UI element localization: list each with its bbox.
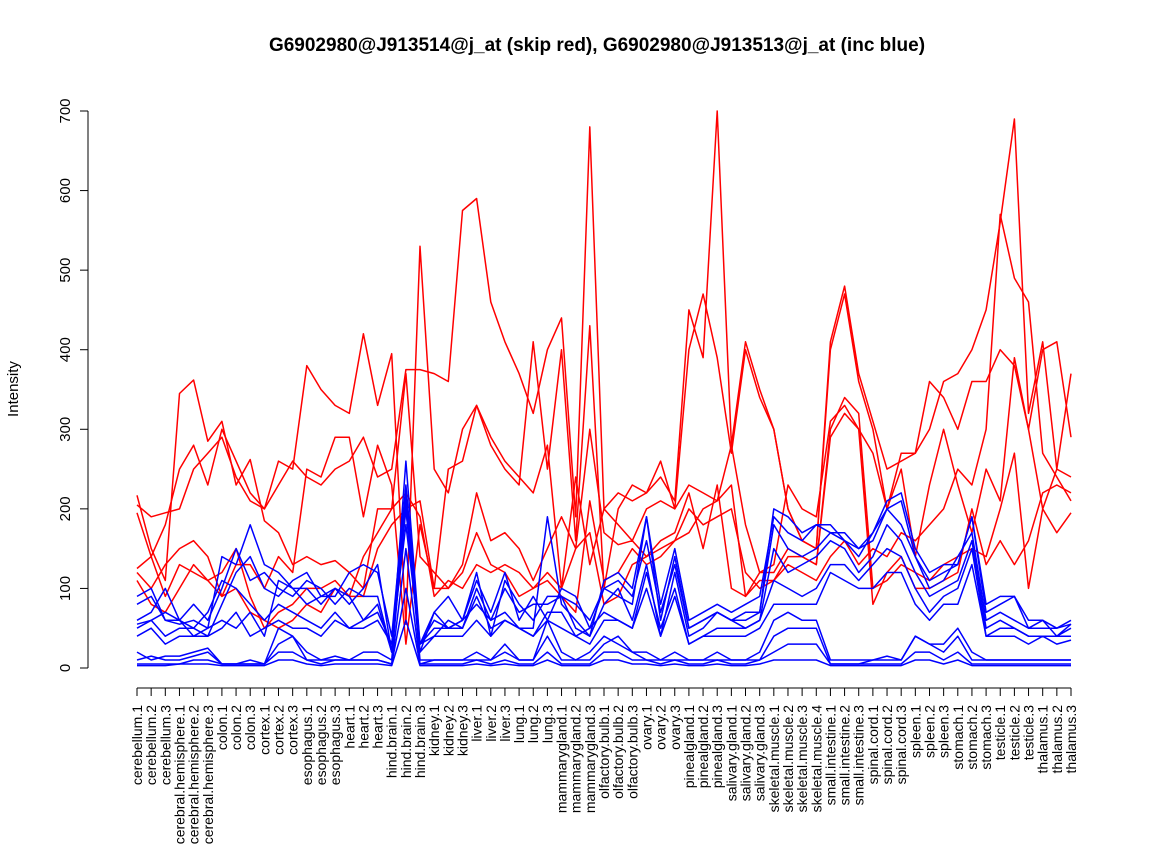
- x-tick-label: esophagus.1: [299, 705, 315, 785]
- x-tick-label: mammarygland.1: [554, 705, 570, 813]
- x-tick-label: spinal.cord.3: [893, 705, 909, 785]
- x-tick-label: esophagus.3: [327, 705, 343, 785]
- skip-series-line: [136, 396, 1072, 629]
- x-tick-label: liver.1: [469, 705, 485, 742]
- x-tick-label: olfactory.bulb.1: [596, 705, 612, 799]
- x-tick-label: kidney.3: [454, 705, 470, 756]
- y-tick-label: 200: [57, 496, 74, 521]
- x-tick-label: spleen.2: [921, 705, 937, 758]
- x-tick-label: testicle.3: [1021, 705, 1037, 760]
- inc-series-line: [136, 524, 1072, 645]
- x-tick-label: cerebellum.1: [129, 705, 145, 785]
- x-tick-label: testicle.2: [1006, 705, 1022, 760]
- x-tick-label: cortex.2: [271, 705, 287, 755]
- y-axis: 0 100 200 300 400 500 600 700: [57, 98, 89, 672]
- x-tick-label: skeletal.muscle.1: [766, 705, 782, 813]
- x-tick-label: mammarygland.2: [568, 705, 584, 813]
- inc-series-line: [136, 547, 1071, 665]
- skip-series-line: [136, 245, 1072, 625]
- x-tick-label: colon.3: [242, 705, 258, 750]
- x-tick-label: esophagus.2: [313, 705, 329, 785]
- x-tick-label: salivary.gland.3: [752, 705, 768, 801]
- x-tick-label: thalamus.3: [1063, 705, 1079, 774]
- x-tick-label: hind.brain.3: [412, 705, 428, 778]
- x-tick-label: stomach.1: [950, 705, 966, 770]
- x-tick-label: cerebellum.2: [143, 705, 159, 785]
- x-tick-label: cerebral.hemisphere.3: [200, 705, 216, 845]
- y-tick-label: 100: [57, 576, 74, 601]
- x-tick-label: stomach.3: [978, 705, 994, 770]
- x-tick-label: lung.1: [511, 705, 527, 743]
- y-tick-label: 0: [57, 664, 74, 672]
- x-tick-label: spleen.1: [907, 705, 923, 758]
- x-tick-label: cerebellum.3: [157, 705, 173, 785]
- x-tick-label: pinealgland.1: [681, 705, 697, 789]
- x-tick-label: pinealgland.2: [695, 705, 711, 789]
- y-axis-label: Intensity: [5, 361, 22, 417]
- x-tick-label: heart.3: [370, 705, 386, 749]
- inc-series-line: [136, 508, 1072, 645]
- x-tick-label: pinealgland.3: [709, 705, 725, 789]
- x-tick-label: cerebral.hemisphere.1: [171, 705, 187, 845]
- x-tick-label: olfactory.bulb.3: [624, 705, 640, 799]
- inc-series-line: [136, 508, 1071, 653]
- x-tick-label: cortex.1: [256, 705, 272, 755]
- chart-title: G6902980@J913514@j_at (skip red), G69029…: [269, 35, 925, 56]
- x-tick-label: lung.2: [525, 705, 541, 743]
- x-tick-label: kidney.1: [426, 705, 442, 756]
- inc-series-line: [136, 484, 1072, 645]
- inc-series-line: [137, 587, 1071, 665]
- y-tick-label: 600: [57, 178, 74, 203]
- x-tick-label: small.intestine.1: [822, 705, 838, 806]
- x-axis: cerebellum.1cerebellum.2cerebellum.3cere…: [129, 687, 1079, 845]
- skip-series-line: [136, 213, 1072, 598]
- x-tick-label: salivary.gland.2: [738, 705, 754, 801]
- x-tick-label: kidney.2: [440, 705, 456, 756]
- x-tick-label: lung.3: [539, 705, 555, 743]
- x-tick-label: small.intestine.2: [837, 705, 853, 806]
- x-tick-label: colon.2: [228, 705, 244, 750]
- x-tick-label: thalamus.2: [1049, 705, 1065, 774]
- x-tick-label: heart.2: [355, 705, 371, 749]
- y-tick-label: 500: [57, 258, 74, 283]
- x-tick-label: skeletal.muscle.3: [794, 705, 810, 813]
- x-tick-label: cerebral.hemisphere.2: [186, 705, 202, 845]
- x-tick-label: olfactory.bulb.2: [610, 705, 626, 799]
- x-tick-label: small.intestine.3: [851, 705, 867, 806]
- x-tick-label: liver.3: [497, 705, 513, 742]
- y-tick-label: 700: [57, 98, 74, 123]
- x-tick-label: hind.brain.1: [384, 705, 400, 778]
- x-tick-label: cortex.3: [285, 705, 301, 755]
- x-tick-label: spinal.cord.1: [865, 705, 881, 785]
- x-tick-label: testicle.1: [992, 705, 1008, 760]
- x-tick-label: ovary.2: [653, 705, 669, 750]
- x-tick-label: ovary.3: [667, 705, 683, 750]
- x-tick-label: stomach.2: [964, 705, 980, 770]
- x-tick-label: spinal.cord.2: [879, 705, 895, 785]
- x-tick-label: skeletal.muscle.4: [808, 705, 824, 813]
- x-tick-label: thalamus.1: [1035, 705, 1051, 774]
- x-tick-label: spleen.3: [936, 705, 952, 758]
- x-tick-label: liver.2: [483, 705, 499, 742]
- x-tick-label: salivary.gland.1: [723, 705, 739, 801]
- x-tick-label: mammarygland.3: [582, 705, 598, 813]
- y-tick-label: 300: [57, 417, 74, 442]
- x-tick-label: heart.1: [341, 705, 357, 749]
- y-tick-label: 400: [57, 337, 74, 362]
- x-tick-label: skeletal.muscle.2: [780, 705, 796, 813]
- x-tick-label: hind.brain.2: [398, 705, 414, 778]
- x-tick-label: ovary.1: [638, 705, 654, 750]
- skip-series-line: [136, 110, 1072, 550]
- series-lines: [136, 110, 1072, 667]
- x-tick-label: colon.1: [214, 705, 230, 750]
- inc-series-line: [137, 619, 1071, 667]
